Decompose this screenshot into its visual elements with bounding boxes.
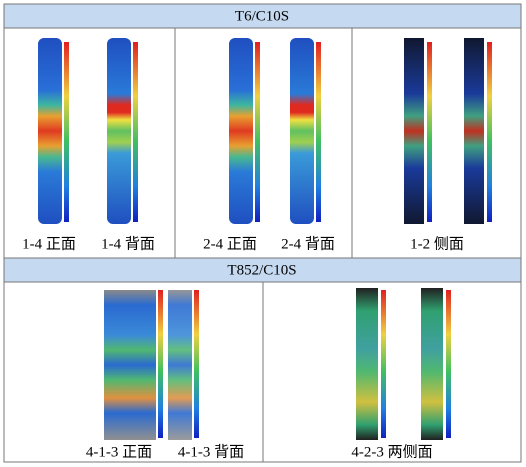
color-scale [158, 290, 163, 438]
color-scale [64, 42, 69, 222]
color-scale [446, 290, 451, 438]
caption: 2-4 背面 [281, 235, 335, 252]
strain-map [290, 38, 314, 224]
strain-map [404, 38, 424, 224]
caption: 4-1-3 正面 [86, 444, 152, 460]
row-title: T6/C10S [235, 8, 289, 24]
color-scale [316, 42, 321, 222]
figure: T6/C10S T852/C10S 1-4 正面 1-4 背面 2-4 正面 2… [0, 0, 526, 467]
strain-map [38, 38, 62, 224]
strain-map [421, 288, 443, 440]
caption: 4-1-3 背面 [178, 443, 244, 460]
color-scale [427, 42, 432, 222]
strain-map [168, 290, 192, 440]
strain-map [356, 288, 378, 440]
color-scale [381, 290, 386, 438]
color-scale [255, 42, 260, 222]
caption: 4-2-3 两侧面 [351, 443, 432, 460]
row-title: T852/C10S [227, 262, 296, 278]
strain-map [104, 290, 156, 440]
caption: 1-4 背面 [101, 235, 155, 252]
strain-map [229, 38, 253, 224]
color-scale [487, 42, 492, 222]
caption: 1-2 侧面 [410, 235, 464, 252]
caption: 1-4 正面 [22, 236, 76, 252]
strain-map [107, 38, 131, 224]
color-scale [194, 290, 199, 438]
strain-map [464, 38, 484, 224]
caption: 2-4 正面 [203, 236, 257, 252]
table-grid [4, 4, 521, 462]
color-scale [133, 42, 138, 222]
